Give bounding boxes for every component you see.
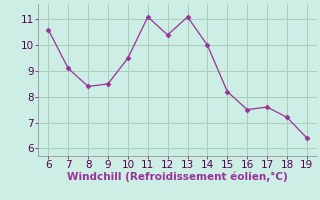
- X-axis label: Windchill (Refroidissement éolien,°C): Windchill (Refroidissement éolien,°C): [67, 172, 288, 182]
